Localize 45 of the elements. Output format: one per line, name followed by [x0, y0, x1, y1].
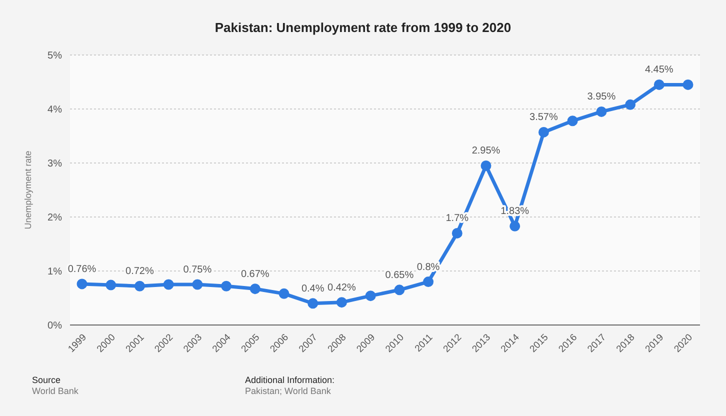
chart-title: Pakistan: Unemployment rate from 1999 to 2020 [214, 20, 512, 35]
point [596, 106, 607, 117]
point [654, 79, 664, 90]
y-tick-label: 5% [48, 50, 62, 62]
point [567, 116, 578, 126]
y-axis-title: Unemployment rate [23, 150, 34, 230]
point [163, 279, 174, 290]
data-label: 0.65% [385, 270, 414, 281]
text: Additional Information: [245, 375, 335, 385]
point [394, 284, 405, 296]
data-label: 2.95% [472, 146, 500, 157]
y-tick-label: 3% [48, 158, 62, 170]
data-label: 3.95% [587, 92, 616, 103]
data-label: 0.42% [328, 282, 356, 294]
point [192, 279, 203, 290]
data-label: 0.75% [183, 264, 212, 276]
point [250, 284, 260, 294]
data-label: 3.57% [530, 112, 558, 124]
text: World Bank [32, 386, 78, 396]
point [76, 278, 88, 290]
y-tick-label: 4% [48, 104, 62, 116]
point [365, 290, 376, 302]
data-label: 4.45% [644, 64, 674, 76]
y-tick-label: 0% [48, 320, 62, 332]
point [480, 160, 492, 171]
point [278, 288, 290, 299]
point [682, 79, 694, 90]
y-tick-label: 2% [48, 212, 62, 224]
point [625, 99, 636, 110]
text: Pakistan; World Bank [245, 386, 331, 396]
data-label: 0.76% [68, 264, 96, 275]
text: Source [32, 375, 61, 385]
point [308, 298, 318, 309]
data-label: 0.67% [240, 268, 270, 280]
point [336, 297, 347, 308]
data-label: 0.4% [301, 283, 324, 294]
data-label: 0.72% [126, 266, 154, 278]
point [510, 220, 520, 232]
point [423, 276, 434, 288]
y-tick-label: 1% [48, 266, 62, 278]
point [452, 228, 462, 238]
point [106, 280, 116, 290]
point [538, 126, 549, 138]
point [134, 280, 145, 292]
point [221, 280, 232, 292]
